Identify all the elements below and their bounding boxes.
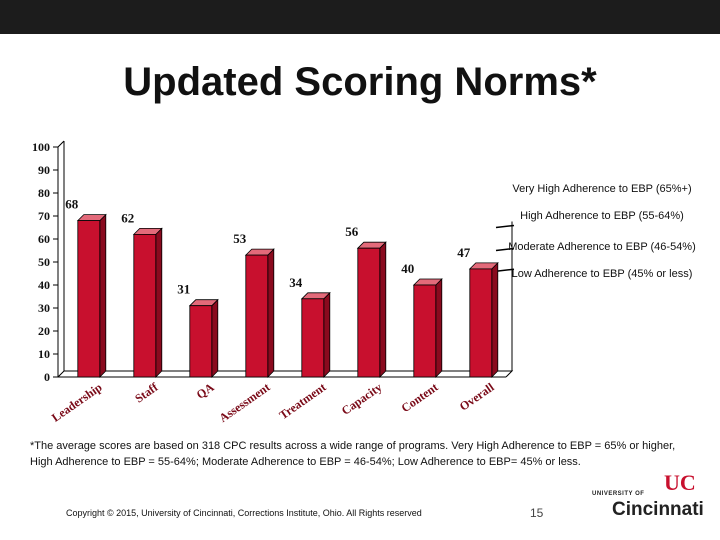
y-tick-label: 60 [38,232,50,246]
bar [133,234,157,378]
uc-mark-text: UC [664,472,696,494]
bar-side [491,261,499,378]
bar-side [99,213,107,378]
copyright-text: Copyright © 2015, University of Cincinna… [66,508,422,518]
bar [469,268,493,378]
band-boundary-line [495,224,515,229]
x-tick-label: Assessment [216,380,272,425]
x-tick-label: Capacity [339,380,385,418]
x-tick-label: Treatment [277,380,329,422]
bar-value-label: 47 [457,245,471,260]
x-tick-label: Staff [132,379,161,405]
band-boundary-line [495,247,515,252]
bar [413,284,437,378]
bar-value-label: 31 [177,282,190,297]
band-label-moderate: Moderate Adherence to EBP (46-54%) [508,241,696,253]
top-bar [0,0,720,34]
bar-value-label: 40 [401,261,414,276]
bar [301,298,325,378]
university-logo: UC UNIVERSITY OF Cincinnati [592,470,704,522]
bar-side [323,291,331,378]
y-axis-line [57,140,65,377]
y-tick-label: 100 [32,140,50,154]
bar-side [267,248,275,378]
y-tick-label: 90 [38,163,50,177]
y-tick-label: 40 [38,278,50,292]
y-tick-label: 0 [44,370,50,384]
band-label-low: Low Adherence to EBP (45% or less) [511,268,693,280]
bar [77,220,101,378]
logo-main-text: Cincinnati [612,499,704,520]
y-tick-label: 80 [38,186,50,200]
band-boundary-line [495,268,515,272]
bar [245,254,269,378]
x-tick-label: Leadership [49,380,105,425]
y-tick-label: 20 [38,324,50,338]
bar-value-label: 56 [345,224,359,239]
page-number: 15 [530,506,544,520]
bar [189,305,213,378]
bar [357,247,381,378]
bar-value-label: 53 [233,231,247,246]
band-label-very-high: Very High Adherence to EBP (65%+) [512,183,692,195]
y-tick-label: 70 [38,209,50,223]
logo-top-text: UNIVERSITY OF [592,491,645,497]
y-tick-label: 50 [38,255,50,269]
bar-value-label: 68 [65,197,79,212]
x-tick-label: Content [399,380,441,415]
bar-side [379,241,387,378]
floor-outline [57,370,514,378]
x-tick-label: Overall [457,380,497,414]
bar-chart: 0 10 20 30 40 50 60 70 80 90 100 68 Leadership 62 Staf… [32,140,515,425]
y-tick-label: 30 [38,301,50,315]
band-label-high: High Adherence to EBP (55-64%) [520,210,684,222]
footnote: *The average scores are based on 318 CPC… [30,440,676,468]
x-tick-label: QA [194,380,217,402]
bar-side [155,227,163,378]
bar-value-label: 62 [121,210,134,225]
bar-side [211,298,219,378]
bar-value-label: 34 [289,275,303,290]
bar-side [435,278,443,378]
slide-title: Updated Scoring Norms* [123,60,597,104]
y-tick-label: 10 [38,347,50,361]
uc-mark-icon: UC [664,470,696,495]
